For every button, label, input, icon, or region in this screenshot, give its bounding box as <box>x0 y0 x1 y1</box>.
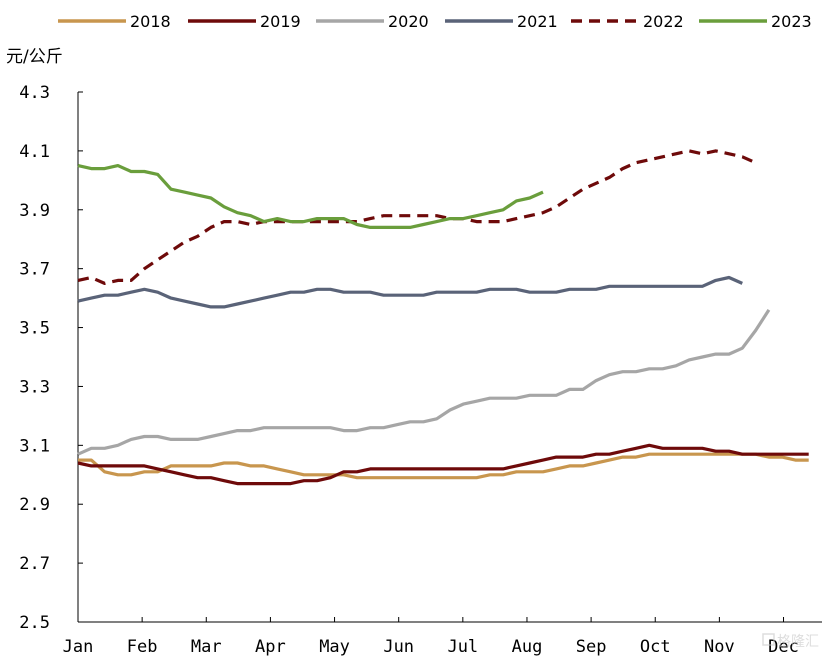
x-axis: Jan Feb Mar Apr May Jun Jul Aug Sep Oct Nov Dec <box>63 617 822 657</box>
x-tick-label: Jul <box>447 637 478 657</box>
y-tick-label: 2.9 <box>19 495 50 515</box>
y-tick-label: 2.7 <box>19 554 50 574</box>
y-axis: 2.5 2.7 2.9 3.1 3.3 3.5 3.7 3.9 4.1 4.3 <box>19 83 83 633</box>
series-line-2018 <box>78 452 809 480</box>
x-tick-label: Oct <box>640 637 671 657</box>
legend-label: 2021 <box>517 12 558 31</box>
series-line-2023 <box>77 164 544 229</box>
y-tick-label: 3.5 <box>19 319 50 339</box>
watermark-logo: 格隆汇 <box>762 633 819 650</box>
y-tick-label: 4.3 <box>19 83 50 103</box>
legend: 2018 2019 2020 2021 2022 2023 <box>58 12 812 31</box>
legend-label: 2022 <box>643 12 684 31</box>
y-tick-label: 3.1 <box>19 436 50 456</box>
x-tick-label: Dec <box>768 637 799 657</box>
x-tick-label: Nov <box>704 637 735 657</box>
legend-label: 2023 <box>771 12 812 31</box>
x-tick-label: May <box>319 637 350 657</box>
x-tick-label: Jun <box>383 637 414 657</box>
series-line-2022 <box>77 149 757 285</box>
legend-label: 2018 <box>130 12 171 31</box>
legend-label: 2020 <box>388 12 429 31</box>
x-tick-label: Aug <box>512 637 543 657</box>
y-tick-label: 2.5 <box>19 613 50 633</box>
y-tick-label: 3.7 <box>19 260 50 280</box>
x-tick-label: Sep <box>576 637 607 657</box>
series-line-2019 <box>77 443 809 486</box>
x-tick-label: Mar <box>191 637 222 657</box>
x-tick-label: Feb <box>127 637 158 657</box>
y-unit-label: 元/公斤 <box>6 47 63 67</box>
plot-area <box>77 149 809 486</box>
y-tick-label: 3.9 <box>19 201 50 221</box>
legend-label: 2019 <box>260 12 301 31</box>
series-line-2021 <box>77 275 743 309</box>
y-tick-label: 3.3 <box>19 377 50 397</box>
y-tick-label: 4.1 <box>19 142 50 162</box>
svg-text:格隆汇: 格隆汇 <box>777 634 819 650</box>
series-line-2020 <box>77 309 771 456</box>
x-tick-label: Apr <box>255 637 286 657</box>
x-tick-label: Jan <box>63 637 94 657</box>
